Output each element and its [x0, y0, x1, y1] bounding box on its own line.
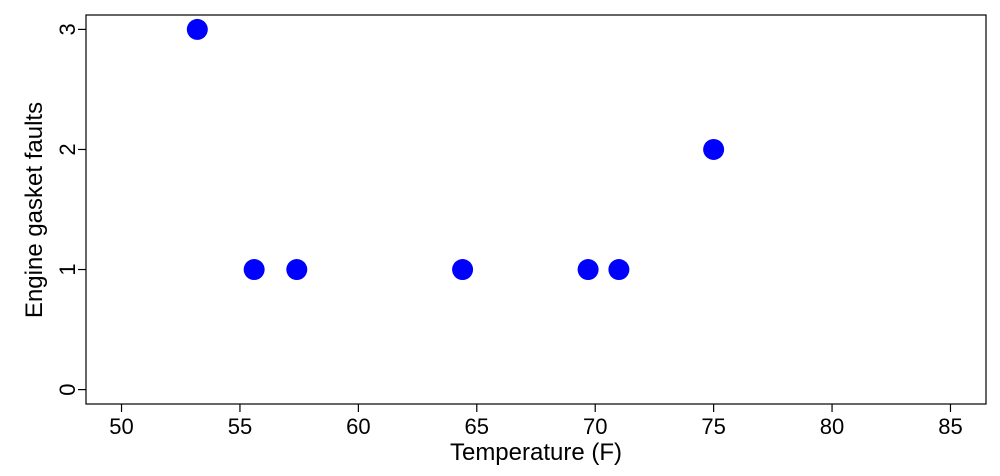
x-axis: 50 55 60 65 70 75 80 85 — [109, 404, 963, 439]
y-tick-label: 1 — [55, 263, 80, 275]
x-tick-label: 55 — [228, 414, 252, 439]
data-point — [186, 18, 208, 40]
x-tick-label: 75 — [701, 414, 725, 439]
x-tick-label: 70 — [583, 414, 607, 439]
y-tick-label: 2 — [55, 143, 80, 155]
data-point — [286, 259, 308, 281]
y-tick-label: 0 — [55, 383, 80, 395]
y-axis: 0 1 2 3 — [55, 23, 86, 396]
x-tick-label: 60 — [346, 414, 370, 439]
data-point — [608, 259, 630, 281]
y-tick-label: 3 — [55, 23, 80, 35]
x-tick-label: 65 — [465, 414, 489, 439]
data-points — [186, 18, 725, 281]
x-tick-label: 50 — [109, 414, 133, 439]
x-tick-label: 80 — [820, 414, 844, 439]
plot-frame — [85, 14, 987, 405]
data-point — [243, 259, 265, 281]
x-axis-title: Temperature (F) — [450, 439, 622, 466]
data-point — [452, 259, 474, 281]
data-point — [577, 259, 599, 281]
y-axis-title: Engine gasket faults — [21, 102, 48, 318]
x-tick-label: 85 — [938, 414, 962, 439]
data-point — [703, 138, 725, 160]
